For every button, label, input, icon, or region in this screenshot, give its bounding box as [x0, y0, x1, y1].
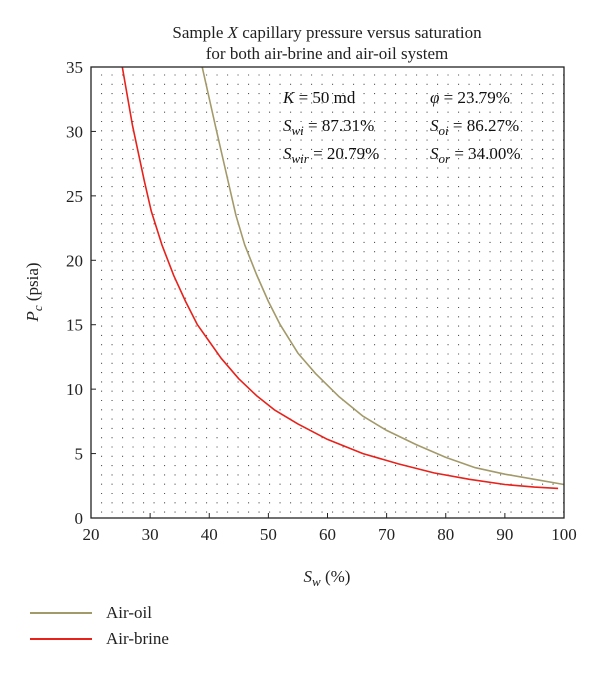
y-axis-label: Pc (psia) [23, 262, 45, 322]
series-layer [121, 66, 565, 490]
legend-label-air-oil: Air-oil [106, 603, 152, 622]
y-tick-label: 25 [66, 187, 83, 206]
x-tick-label: 50 [260, 525, 277, 544]
legend-item-air-brine: Air-brine [30, 626, 169, 652]
x-tick-label: 70 [378, 525, 395, 544]
series-line-air-oil [201, 66, 565, 486]
legend-item-air-oil: Air-oil [30, 600, 169, 626]
y-tick-label: 0 [75, 509, 84, 528]
annotation-porosity: φ = 23.79% [430, 88, 510, 107]
y-tick-label: 10 [66, 380, 83, 399]
y-tick-label: 30 [66, 122, 83, 141]
x-axis-label: Sw (%) [304, 567, 351, 589]
series-line-air-brine [121, 66, 559, 490]
chart-title-line2: for both air-brine and air-oil system [206, 44, 448, 63]
x-tick-label: 60 [319, 525, 336, 544]
annotation-soi: Soi = 86.27% [430, 116, 519, 138]
chart-canvas: Sample X capillary pressure versus satur… [23, 23, 577, 589]
x-tick-label: 100 [551, 525, 577, 544]
grid-dots [101, 74, 565, 513]
parameter-annotations: K = 50 md φ = 23.79% Swi = 87.31% Soi = … [282, 88, 521, 166]
x-tick-label: 20 [83, 525, 100, 544]
annotation-swir: Swir = 20.79% [283, 144, 379, 166]
grid-dot-pattern [101, 74, 565, 513]
chart-title-line1: Sample X capillary pressure versus satur… [172, 23, 482, 42]
y-tick-label: 20 [66, 251, 83, 270]
annotation-swi: Swi = 87.31% [283, 116, 374, 138]
y-tick-label: 5 [75, 445, 84, 464]
x-tick-label: 30 [142, 525, 159, 544]
x-tick-label: 40 [201, 525, 218, 544]
y-tick-label: 35 [66, 58, 83, 77]
x-tick-label: 90 [496, 525, 513, 544]
legend-swatch-air-oil [30, 612, 92, 614]
annotation-permeability: K = 50 md [282, 88, 356, 107]
annotation-sor: Sor = 34.00% [430, 144, 521, 166]
x-axis-ticks: 20 30 40 50 60 70 80 90 100 [83, 513, 577, 544]
legend-label-air-brine: Air-brine [106, 629, 169, 648]
legend-swatch-air-brine [30, 638, 92, 640]
legend: Air-oil Air-brine [30, 600, 169, 652]
x-tick-label: 80 [437, 525, 454, 544]
y-tick-label: 15 [66, 316, 83, 335]
y-axis-ticks: 0 5 10 15 20 25 30 35 [66, 58, 96, 528]
